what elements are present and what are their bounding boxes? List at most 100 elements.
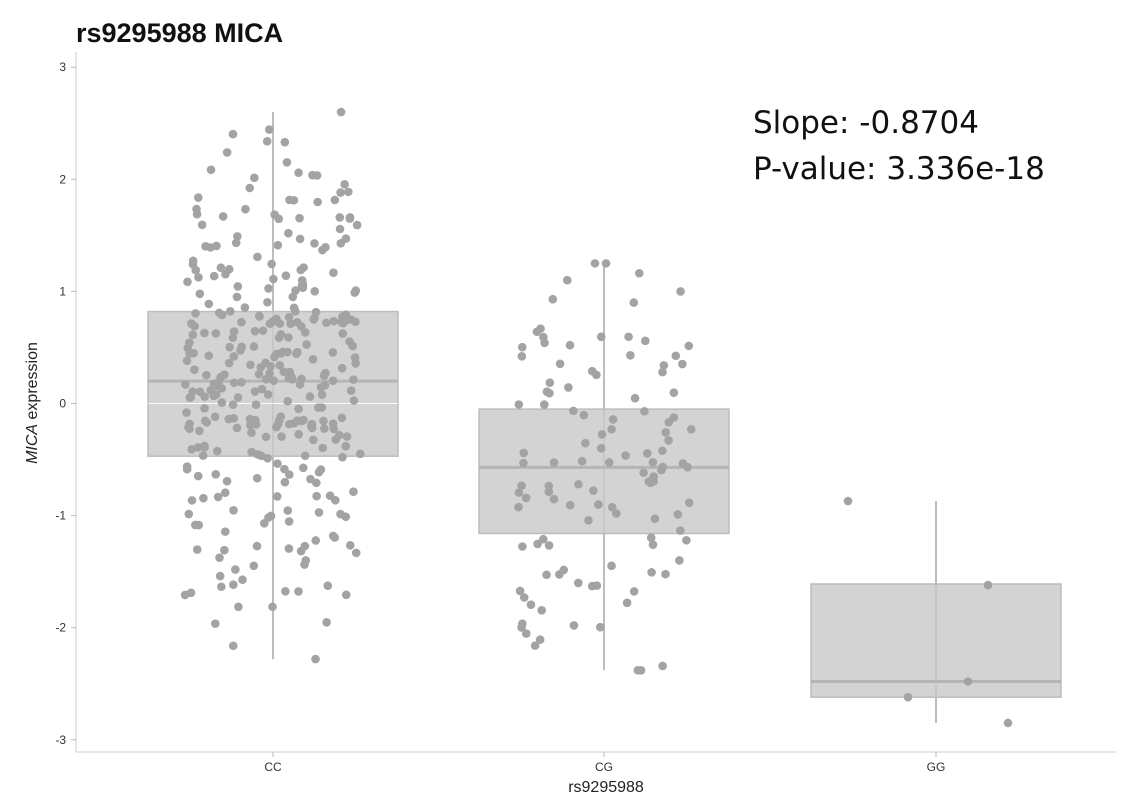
data-point-cc [270,352,279,362]
x-axis: CC CG GG [76,751,1116,774]
data-point-cc [192,545,202,554]
points-layer [180,107,1013,728]
data-point-cg [661,428,670,437]
data-point-cc [187,319,196,328]
y-tick-label: -3 [55,733,66,747]
data-point-cc [330,533,340,542]
data-point-cc [318,245,327,255]
data-point-cc [272,492,282,501]
data-point-cg [646,533,656,542]
data-point-cc [181,380,190,389]
data-point-cc [217,398,227,407]
data-point-cc [217,384,227,393]
data-point-cc [286,319,295,328]
data-point-cg [540,400,549,409]
data-point-cc [355,449,365,459]
data-point-cc [204,299,214,309]
data-point-cg [650,514,660,524]
data-point-cc [238,575,247,585]
data-point-cc [300,541,310,551]
data-point-cc [231,238,241,248]
data-point-cc [229,505,238,515]
data-point-cc [265,125,274,134]
data-point-cg [565,340,575,350]
data-point-cg [517,481,526,490]
data-point-cg [514,502,523,512]
data-point-cc [337,363,347,373]
data-point-cc [214,308,224,318]
plot-area [147,107,1062,728]
data-point-cc [284,312,294,322]
data-point-cc [336,188,345,197]
data-point-cg [564,383,573,392]
data-point-cc [335,213,345,222]
data-point-cc [344,187,353,197]
data-point-cc [261,374,271,384]
data-point-cc [211,329,221,338]
data-point-cc [311,654,320,664]
data-point-cc [269,274,278,284]
data-point-cg [658,367,667,377]
data-point-cc [213,492,223,502]
data-point-cc [245,183,255,193]
data-point-cc [284,544,294,553]
data-point-cc [232,292,242,302]
data-point-cc [272,314,281,324]
data-point-cg [669,413,679,422]
data-point-cc [197,220,207,230]
data-point-cg [647,568,656,577]
data-point-cg [607,424,616,434]
data-point-cg [607,561,616,571]
y-tick-label: 2 [59,172,66,186]
data-point-cg [590,259,600,268]
data-point-cc [249,561,259,571]
data-point-cc [200,442,209,452]
data-point-cc [250,326,260,336]
data-point-cc [310,239,319,248]
data-point-cg [514,400,524,409]
data-point-cg [596,332,606,342]
data-point-cc [289,303,299,313]
slope-annotation: Slope: -0.8704 [753,105,979,141]
data-point-cg [607,502,617,512]
data-point-cc [350,288,360,297]
data-point-cc [335,224,345,234]
data-point-cg [608,415,618,424]
data-point-cg [686,425,696,434]
data-point-cc [220,545,229,555]
data-point-cc [217,582,226,592]
data-point-cg [544,541,554,550]
data-point-cc [269,376,278,386]
data-point-cg [581,438,590,448]
data-point-cg [675,556,684,565]
data-point-cc [318,443,328,453]
data-point-cc [311,536,321,545]
data-point-cc [206,386,216,395]
data-point-cc [191,265,201,275]
data-point-cc [254,369,264,379]
data-point-cc [341,234,351,243]
data-point-cc [212,241,221,251]
data-point-gg [843,496,853,506]
data-point-cg [549,458,559,467]
y-axis-label-rest: expression [24,342,41,424]
data-point-cc [188,330,198,340]
data-point-cg [604,458,614,467]
data-point-cc [310,287,320,296]
data-point-cc [215,553,224,562]
data-point-cc [284,517,294,526]
data-point-cg [530,641,540,650]
data-point-cg [592,581,602,590]
data-point-cc [195,289,205,299]
data-point-cg [630,393,640,403]
data-point-cc [273,459,282,468]
data-point-cg [535,635,545,644]
data-point-cc [240,303,250,312]
data-point-cc [192,209,202,219]
data-point-cc [185,393,195,402]
data-point-cc [237,342,247,352]
data-point-cc [222,476,232,486]
data-point-cg [642,449,652,458]
data-point-cg [587,366,597,376]
data-point-cc [228,641,238,651]
